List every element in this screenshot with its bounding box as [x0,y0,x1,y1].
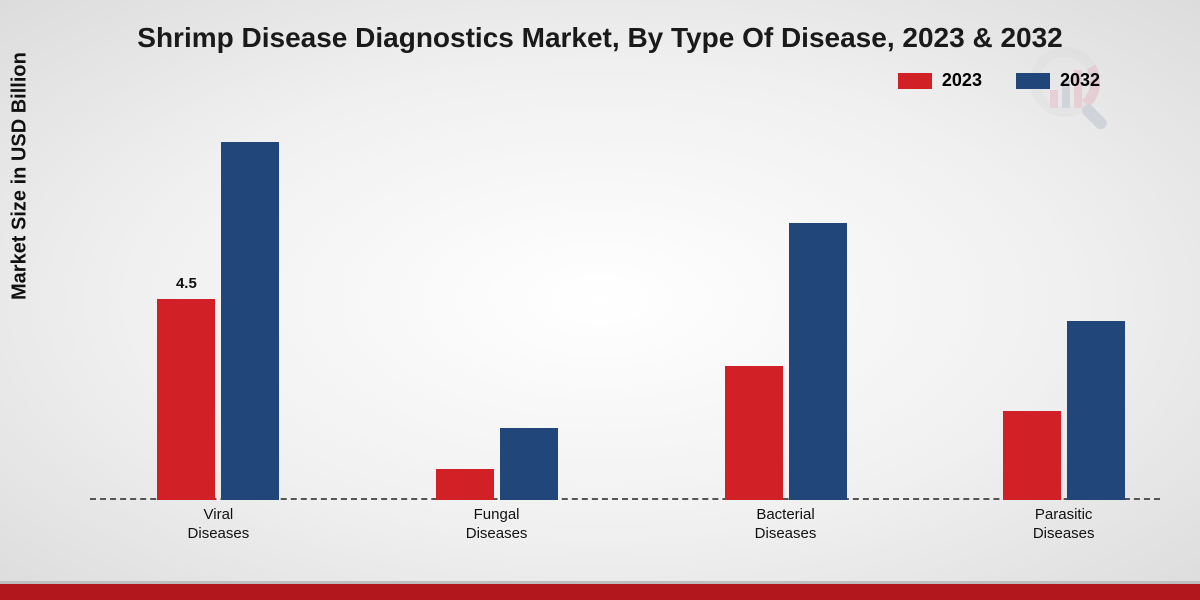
bar-2023 [436,469,494,500]
legend-item-2032: 2032 [1016,70,1100,91]
chart-title: Shrimp Disease Diagnostics Market, By Ty… [0,22,1200,54]
legend-label-2023: 2023 [942,70,982,91]
bar-group [725,223,847,500]
bar-group [1003,321,1125,500]
bar-2023 [725,366,783,500]
bar-2032 [500,428,558,500]
bar-group: 4.5 [157,142,279,500]
bar-2032 [221,142,279,500]
bar-2032 [789,223,847,500]
legend: 2023 2032 [898,70,1100,91]
plot-area: 4.5Viral DiseasesFungal DiseasesBacteria… [90,120,1160,500]
category-label: Parasitic Diseases [1033,506,1095,544]
legend-label-2032: 2032 [1060,70,1100,91]
category-label: Viral Diseases [188,506,250,544]
bar-2032 [1067,321,1125,500]
y-axis-label: Market Size in USD Billion [9,52,32,300]
category-label: Bacterial Diseases [755,506,817,544]
bar-group [436,428,558,500]
bar-value-label: 4.5 [176,275,197,292]
legend-swatch-2032 [1016,73,1050,89]
legend-item-2023: 2023 [898,70,982,91]
footer-bar [0,584,1200,600]
bar-2023 [1003,411,1061,500]
legend-swatch-2023 [898,73,932,89]
bar-2023: 4.5 [157,299,215,500]
category-label: Fungal Diseases [466,506,528,544]
